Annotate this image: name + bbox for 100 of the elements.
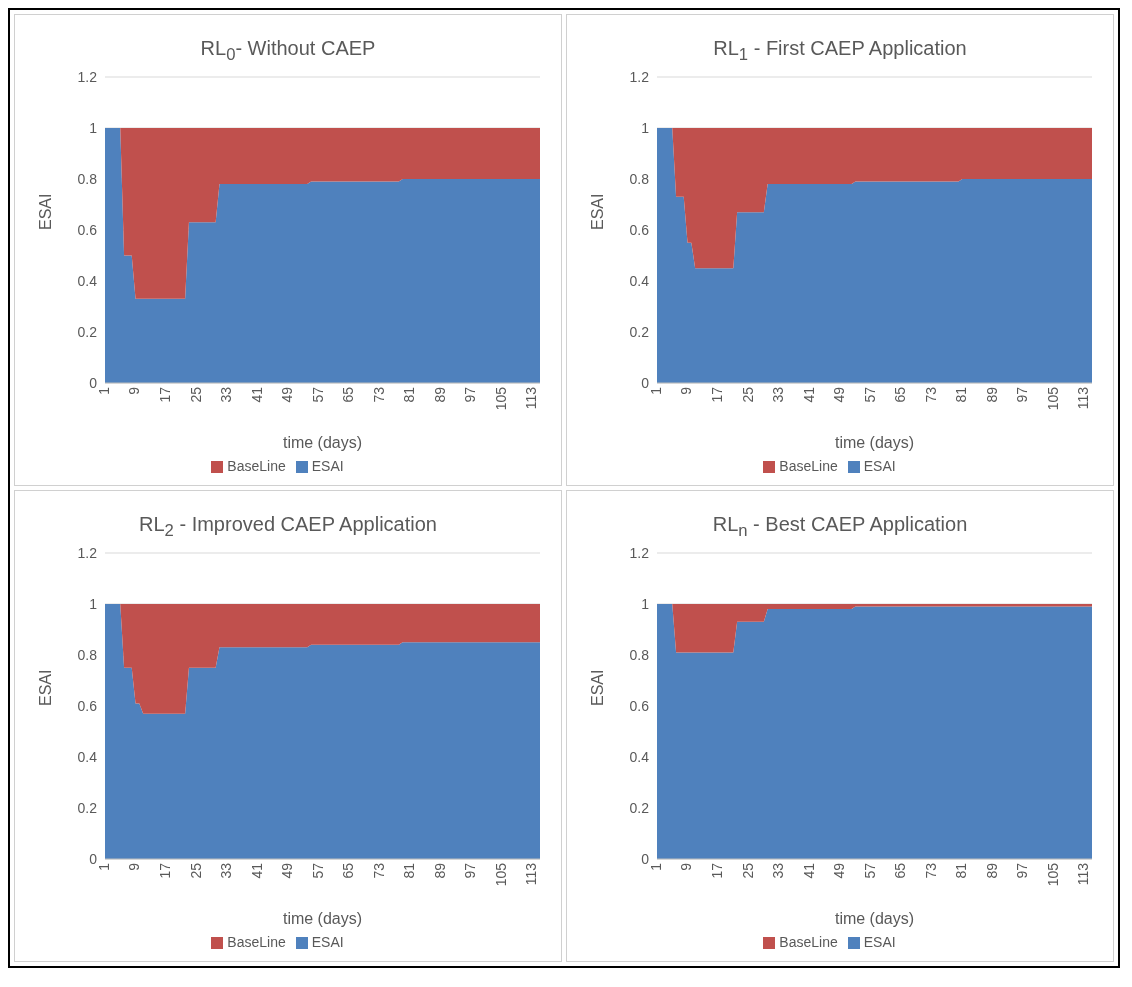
y-tick-label: 0.8: [77, 170, 98, 187]
x-tick-label: 49: [279, 862, 296, 879]
x-tick-label: 9: [678, 386, 695, 395]
x-tick-label: 25: [187, 386, 204, 403]
x-tick-label: 73: [922, 862, 939, 879]
y-tick-label: 0.8: [629, 646, 650, 663]
x-tick-label: 65: [340, 386, 357, 403]
x-tick-label: 33: [218, 862, 235, 879]
x-tick-label: 9: [126, 862, 143, 871]
x-tick-label: 105: [1044, 862, 1061, 887]
x-tick-label: 17: [156, 386, 173, 403]
x-tick-label: 49: [279, 386, 296, 403]
x-tick-label: 81: [953, 862, 970, 879]
x-tick-label: 97: [1014, 386, 1031, 403]
x-tick-label: 57: [309, 862, 326, 879]
x-axis-title: time (days): [282, 910, 363, 927]
x-tick-label: 65: [892, 386, 909, 403]
x-tick-label: 33: [770, 386, 787, 403]
x-tick-label: 113: [1075, 862, 1092, 886]
legend-label: ESAI: [863, 934, 896, 950]
y-axis-title: ESAI: [588, 193, 606, 230]
y-tick-label: 0.4: [77, 748, 98, 765]
x-tick-label: 41: [800, 386, 817, 403]
chart-title: RL$_{0}$- Without CAEP: [199, 37, 377, 66]
x-tick-label: 9: [678, 862, 695, 871]
x-tick-label: 41: [248, 386, 265, 403]
x-axis-title: time (days): [834, 910, 915, 927]
chart-title: RL$_{1}$ - First CAEP Application: [712, 37, 968, 66]
y-tick-label: 1: [89, 595, 98, 612]
y-tick-label: 0.6: [629, 221, 650, 238]
legend-label: BaseLine: [779, 458, 838, 474]
x-tick-label: 81: [401, 862, 418, 879]
y-axis-title: ESAI: [36, 193, 54, 230]
y-tick-label: 0: [89, 850, 98, 867]
x-tick-label: 73: [922, 386, 939, 403]
y-tick-label: 1.2: [629, 544, 650, 561]
x-tick-label: 17: [156, 862, 173, 879]
legend-label: ESAI: [863, 458, 896, 474]
y-axis-title: ESAI: [588, 669, 606, 706]
x-tick-label: 25: [739, 862, 756, 879]
x-tick-label: 25: [187, 862, 204, 879]
x-tick-label: 1: [95, 862, 112, 871]
x-tick-label: 41: [800, 862, 817, 879]
x-tick-label: 105: [1044, 386, 1061, 411]
y-tick-label: 0.6: [77, 221, 98, 238]
x-tick-label: 1: [647, 386, 664, 395]
chart-title: RL$_{2}$ - Improved CAEP Application: [138, 513, 438, 542]
x-tick-label: 73: [370, 862, 387, 879]
x-tick-label: 97: [1014, 862, 1031, 879]
x-tick-label: 113: [523, 386, 540, 410]
x-tick-label: 65: [340, 862, 357, 879]
y-tick-label: 0.2: [629, 799, 650, 816]
x-tick-label: 25: [739, 386, 756, 403]
x-tick-label: 81: [953, 386, 970, 403]
x-tick-label: 97: [462, 862, 479, 879]
x-tick-label: 17: [708, 862, 725, 879]
x-tick-label: 65: [892, 862, 909, 879]
y-tick-label: 1: [89, 119, 98, 136]
chart-title: RL$_{n}$ - Best CAEP Application: [711, 513, 969, 542]
y-tick-label: 0.6: [77, 697, 98, 714]
x-tick-label: 113: [523, 862, 540, 886]
x-tick-label: 113: [1075, 386, 1092, 410]
legend-label: BaseLine: [227, 934, 286, 950]
y-tick-label: 0.4: [629, 748, 650, 765]
y-tick-label: 0.2: [77, 323, 98, 340]
legend-label: ESAI: [311, 934, 344, 950]
y-tick-label: 0.6: [629, 697, 650, 714]
x-tick-label: 81: [401, 386, 418, 403]
x-tick-label: 89: [983, 862, 1000, 879]
x-tick-label: 49: [831, 386, 848, 403]
x-tick-label: 105: [492, 862, 509, 887]
y-tick-label: 0.2: [77, 799, 98, 816]
x-tick-label: 97: [462, 386, 479, 403]
y-tick-label: 0.8: [629, 170, 650, 187]
x-tick-label: 89: [431, 862, 448, 879]
y-tick-label: 1: [641, 119, 650, 136]
y-tick-label: 1.2: [629, 68, 650, 85]
x-tick-label: 33: [218, 386, 235, 403]
legend-label: BaseLine: [779, 934, 838, 950]
x-tick-label: 33: [770, 862, 787, 879]
y-tick-label: 1: [641, 595, 650, 612]
x-tick-label: 89: [431, 386, 448, 403]
y-tick-label: 0.8: [77, 646, 98, 663]
y-tick-label: 0: [641, 850, 650, 867]
y-tick-label: 0.4: [629, 272, 650, 289]
x-axis-title: time (days): [282, 434, 363, 451]
x-axis-title: time (days): [834, 434, 915, 451]
y-tick-label: 0: [641, 374, 650, 391]
x-tick-label: 17: [708, 386, 725, 403]
x-tick-label: 57: [309, 386, 326, 403]
x-tick-label: 73: [370, 386, 387, 403]
y-tick-label: 1.2: [77, 544, 98, 561]
x-tick-label: 57: [861, 386, 878, 403]
x-tick-label: 1: [95, 386, 112, 395]
x-tick-label: 1: [647, 862, 664, 871]
legend-label: ESAI: [311, 458, 344, 474]
y-tick-label: 1.2: [77, 68, 98, 85]
x-tick-label: 9: [126, 386, 143, 395]
y-tick-label: 0.2: [629, 323, 650, 340]
legend-label: BaseLine: [227, 458, 286, 474]
